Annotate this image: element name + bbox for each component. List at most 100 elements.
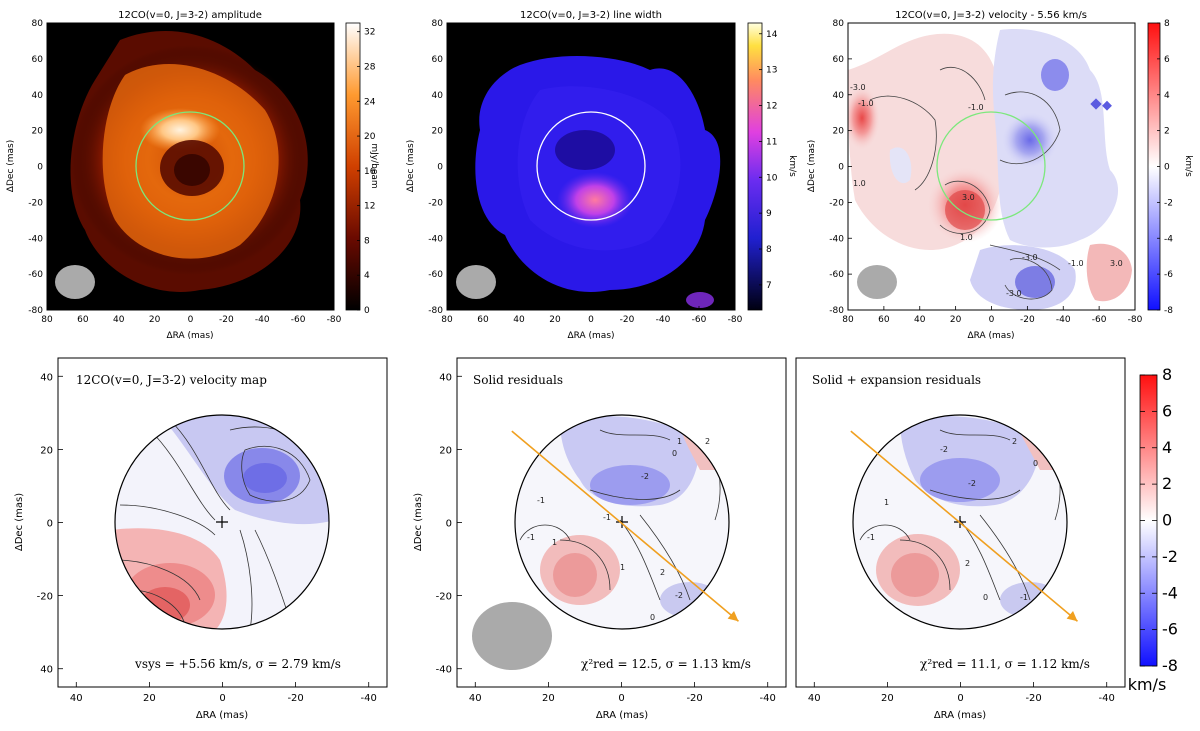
axis-arrow-head [727, 610, 739, 622]
colorbar-tick-label: 8 [364, 236, 370, 246]
x-tick-label: -40 [1099, 693, 1115, 704]
linewidth-colorbar-label: km/s [787, 155, 797, 177]
y-tick-label: -40 [829, 234, 844, 244]
shared-colorbar-ticks: 8 6 4 2 0 -2 -4 -6 -8 [1140, 365, 1178, 675]
x-tick-label: -60 [291, 315, 306, 325]
y-tick-label: 40 [40, 665, 53, 676]
amplitude-ylabel: ΔDec (mas) [6, 140, 16, 192]
colorbar-tick-label: 7 [766, 281, 772, 291]
linewidth-yticks: 80 60 40 20 0 -20 -40 -60 -80 [428, 19, 451, 316]
velmap-disk-edge [114, 414, 330, 630]
colorbar-tick-label: 8 [1164, 19, 1170, 29]
linewidth-colorbar-ticks: 7 8 9 10 11 12 13 14 [759, 30, 778, 291]
solid-contour-label: -2 [675, 591, 683, 600]
x-tick-label: -40 [760, 693, 776, 704]
expansion-contour-label: 1 [884, 498, 889, 507]
solid-ylabel: ΔDec (mas) [413, 493, 424, 551]
solid-contour-label: 2 [660, 568, 665, 577]
expansion-xlabel: ΔRA (mas) [934, 710, 986, 721]
colorbar-tick-label: 20 [364, 132, 376, 142]
velocity-contour-label: 3.0 [1110, 259, 1123, 268]
velocity-contour-label: -1.0 [1068, 259, 1084, 268]
amplitude-beam [55, 265, 95, 299]
colorbar-tick-label: 12 [766, 102, 777, 112]
velocity-contour-label: -1.0 [968, 103, 984, 112]
y-tick-label: 20 [833, 127, 845, 137]
colorbar-tick-label: 6 [1164, 55, 1170, 65]
colorbar-tick-label: 2 [1162, 474, 1172, 493]
solid-annotation: χ²red = 12.5, σ = 1.13 km/s [581, 657, 751, 671]
x-tick-label: -20 [287, 693, 303, 704]
x-tick-label: 80 [41, 315, 53, 325]
axis-arrow-line [850, 430, 1078, 622]
expansion-contour-label: -2 [968, 479, 976, 488]
velocity-contour-label: 3.0 [962, 193, 975, 202]
x-tick-label: 20 [149, 315, 161, 325]
velmap-xlabel: ΔRA (mas) [196, 710, 248, 721]
y-tick-label: 60 [432, 55, 444, 65]
linewidth-ring [536, 111, 646, 221]
y-tick-label: -20 [829, 198, 844, 208]
x-tick-label: 60 [77, 315, 89, 325]
y-tick-label: 80 [432, 19, 444, 29]
amplitude-xticks: 80 60 40 20 0 -20 -40 -60 -80 [41, 306, 342, 325]
y-tick-label: -20 [428, 198, 443, 208]
y-tick-label: -40 [428, 234, 443, 244]
velmap-ylabel: ΔDec (mas) [14, 493, 25, 551]
y-tick-label: 20 [32, 127, 44, 137]
x-tick-label: 40 [469, 693, 482, 704]
velocity-contour-label: -3.0 [850, 83, 866, 92]
x-tick-label: -40 [1056, 315, 1071, 325]
amplitude-title: 12CO(v=0, J=3-2) amplitude [118, 10, 262, 21]
x-tick-label: -20 [686, 693, 702, 704]
x-tick-label: -20 [1020, 315, 1035, 325]
velocity-contour-label: -3.0 [1006, 289, 1022, 298]
velocity-yticks: 80 60 40 20 0 -20 -40 -60 -80 [829, 19, 852, 316]
velocity-contour-label: 1.0 [960, 233, 973, 242]
x-tick-label: -60 [1092, 315, 1107, 325]
x-tick-label: -20 [1025, 693, 1041, 704]
y-tick-label: 0 [437, 163, 443, 173]
colorbar-tick-label: 16 [364, 167, 376, 177]
x-tick-label: 0 [219, 693, 225, 704]
velocity-contour-label: 1.0 [853, 179, 866, 188]
linewidth-colorbar [747, 22, 763, 311]
colorbar-tick-label: 12 [364, 202, 375, 212]
amplitude-panel: 12CO(v=0, J=3-2) amplitude ΔRA (mas) ΔDe… [6, 10, 379, 341]
x-tick-label: -40 [656, 315, 671, 325]
y-tick-label: 40 [432, 91, 444, 101]
colorbar-tick-label: 24 [364, 97, 376, 107]
y-tick-label: -80 [428, 306, 443, 316]
x-tick-label: 80 [842, 315, 854, 325]
y-tick-label: 20 [432, 127, 444, 137]
colorbar-tick-label: -8 [1162, 656, 1178, 675]
solid-contour-label: 2 [705, 437, 710, 446]
colorbar-tick-label: -2 [1164, 198, 1173, 208]
x-tick-label: 40 [113, 315, 125, 325]
solid-center-cross [616, 516, 628, 528]
expansion-contour-label: 2 [965, 559, 970, 568]
colorbar-tick-label: -4 [1164, 234, 1173, 244]
x-tick-label: 0 [188, 315, 194, 325]
colorbar-tick-label: -6 [1164, 270, 1173, 280]
x-tick-label: 40 [513, 315, 525, 325]
velmap-yticks: 40 20 0 -20 40 [37, 372, 63, 676]
amplitude-colorbar [345, 22, 361, 311]
amplitude-colorbar-ticks: 0 4 8 12 16 20 24 28 32 [357, 28, 376, 316]
x-tick-label: 20 [549, 315, 561, 325]
colorbar-tick-label: 0 [364, 306, 370, 316]
amplitude-colorbar-label: mJy/beam [369, 143, 379, 188]
colorbar-tick-label: 8 [1162, 365, 1172, 384]
x-tick-label: -80 [728, 315, 743, 325]
y-tick-label: 20 [40, 445, 53, 456]
solid-yticks: 40 20 0 -20 -40 [436, 372, 462, 676]
solid-beam [472, 602, 552, 670]
velmap-panel: 12CO(v=0, J=3-2) velocity map vsys = +5.… [14, 357, 388, 721]
velocity-colorbar-ticks: 8 6 4 2 0 -2 -4 -6 -8 [1157, 19, 1173, 316]
x-tick-label: 20 [950, 315, 962, 325]
colorbar-tick-label: -6 [1162, 620, 1178, 639]
colorbar-tick-label: 4 [1164, 91, 1170, 101]
y-tick-label: 0 [838, 163, 844, 173]
solid-contour-label: -2 [641, 472, 649, 481]
